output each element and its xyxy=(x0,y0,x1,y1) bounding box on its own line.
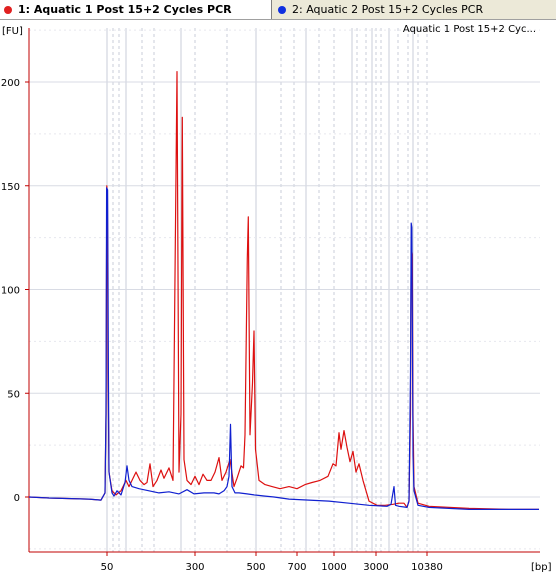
x-tick-label: 500 xyxy=(246,562,265,573)
y-tick-label: 200 xyxy=(1,78,20,89)
series-line-sample-2 xyxy=(28,187,539,510)
x-axis-unit-label: [bp] xyxy=(531,562,552,573)
electropherogram-chart: 0 50 100 150 200 50 300 500 700 1000 3000 10380 [F… xyxy=(0,20,556,586)
y-tick-label: 0 xyxy=(14,493,20,504)
x-tick-label: 3000 xyxy=(363,562,388,573)
tab-sample-1[interactable]: 1: Aquatic 1 Post 15+2 Cycles PCR xyxy=(0,0,272,19)
y-tick-label: 150 xyxy=(1,182,20,193)
sample-2-color-dot xyxy=(278,5,286,14)
x-tick-label: 700 xyxy=(287,562,306,573)
x-tick-label: 1000 xyxy=(321,562,346,573)
y-tick-label: 50 xyxy=(7,389,20,400)
sample-1-color-dot xyxy=(4,5,12,14)
tab-sample-2[interactable]: 2: Aquatic 2 Post 15+2 Cycles PCR xyxy=(272,0,556,19)
trace-series xyxy=(28,71,539,510)
x-axis-ticks: 50 300 500 700 1000 3000 10380 xyxy=(101,552,443,573)
y-tick-label: 100 xyxy=(1,286,20,297)
chart-background xyxy=(0,20,556,586)
y-axis-unit-label: [FU] xyxy=(2,26,23,37)
x-tick-label: 10380 xyxy=(411,562,443,573)
sample-tab-bar: 1: Aquatic 1 Post 15+2 Cycles PCR 2: Aqu… xyxy=(0,0,556,20)
tab-sample-1-label: 1: Aquatic 1 Post 15+2 Cycles PCR xyxy=(18,3,232,16)
x-tick-label: 50 xyxy=(101,562,114,573)
x-tick-label: 300 xyxy=(185,562,204,573)
series-line-sample-1 xyxy=(28,71,539,510)
y-axis-ticks: 0 50 100 150 200 xyxy=(1,78,29,504)
horizontal-gridlines xyxy=(29,29,540,550)
legend-entry: Aquatic 1 Post 15+2 Cyc... xyxy=(403,24,536,35)
tab-sample-2-label: 2: Aquatic 2 Post 15+2 Cycles PCR xyxy=(292,3,484,16)
